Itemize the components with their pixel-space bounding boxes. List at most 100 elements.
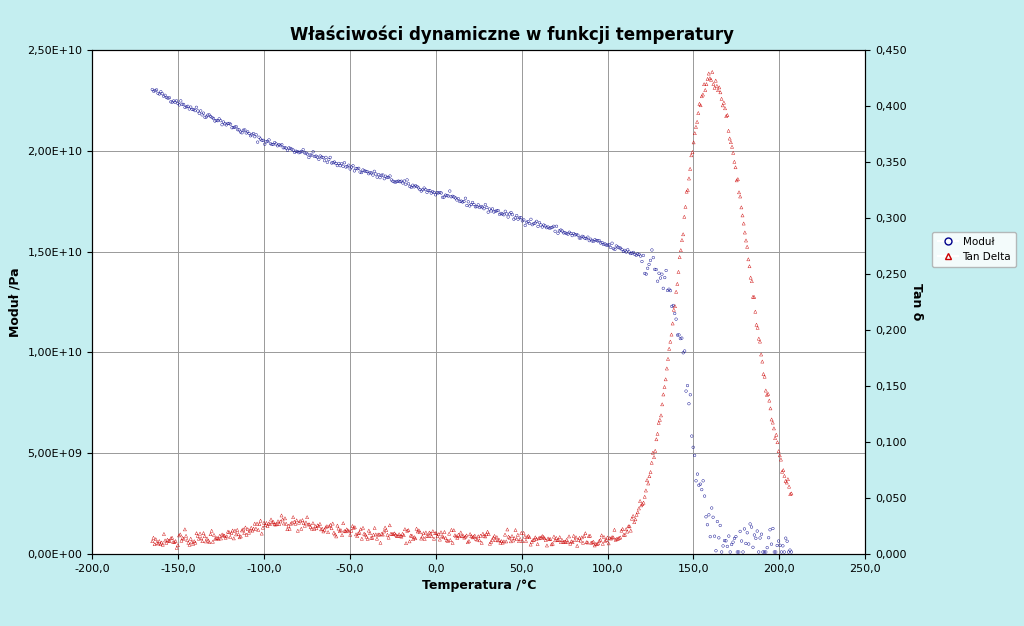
Point bbox=[711, 533, 727, 543]
Point bbox=[148, 85, 165, 95]
Point bbox=[333, 525, 349, 535]
Point bbox=[240, 127, 256, 137]
Point bbox=[303, 150, 319, 160]
Point bbox=[479, 527, 496, 537]
Point bbox=[258, 518, 274, 528]
Point bbox=[715, 541, 731, 551]
Point bbox=[717, 536, 733, 546]
Point bbox=[680, 185, 696, 195]
Point bbox=[419, 187, 435, 197]
Point bbox=[783, 547, 800, 557]
Point bbox=[516, 215, 532, 225]
Point bbox=[485, 207, 502, 217]
Point bbox=[194, 110, 210, 120]
Point bbox=[497, 207, 513, 217]
Point bbox=[725, 537, 741, 547]
Point bbox=[341, 526, 357, 536]
Point bbox=[348, 530, 365, 540]
Point bbox=[460, 537, 476, 547]
Point bbox=[233, 525, 250, 535]
Point bbox=[538, 535, 554, 545]
Point bbox=[531, 218, 548, 228]
Point bbox=[441, 186, 458, 196]
Point bbox=[658, 265, 675, 275]
Point bbox=[385, 529, 401, 539]
Point bbox=[399, 526, 416, 536]
Point bbox=[561, 531, 578, 541]
Point bbox=[247, 131, 263, 141]
Point bbox=[418, 185, 434, 195]
Point bbox=[280, 145, 296, 155]
Point bbox=[248, 523, 264, 533]
Point bbox=[700, 68, 717, 78]
Point bbox=[161, 536, 177, 546]
Point bbox=[178, 101, 195, 111]
Point bbox=[757, 372, 773, 382]
Point bbox=[677, 202, 693, 212]
Point bbox=[403, 182, 420, 192]
Point bbox=[698, 79, 715, 89]
Point bbox=[544, 222, 560, 232]
Point bbox=[302, 150, 318, 160]
Point bbox=[269, 141, 286, 151]
Point bbox=[518, 217, 535, 227]
Point bbox=[160, 93, 176, 103]
Point bbox=[185, 539, 202, 549]
Point bbox=[430, 188, 446, 198]
Point bbox=[454, 531, 470, 541]
Point bbox=[243, 131, 259, 141]
Point bbox=[763, 539, 779, 549]
Point bbox=[177, 103, 194, 113]
Point bbox=[445, 525, 462, 535]
Point bbox=[231, 125, 248, 135]
Point bbox=[265, 517, 282, 527]
Point bbox=[319, 527, 336, 537]
Point bbox=[769, 540, 785, 550]
Point bbox=[614, 524, 631, 534]
Point bbox=[163, 97, 179, 107]
Point bbox=[396, 176, 413, 186]
Point bbox=[685, 443, 701, 453]
Y-axis label: Tan δ: Tan δ bbox=[910, 284, 924, 321]
Point bbox=[177, 525, 194, 535]
Point bbox=[449, 195, 465, 205]
Point bbox=[345, 161, 361, 171]
Point bbox=[147, 534, 164, 544]
Point bbox=[608, 241, 625, 251]
Point bbox=[736, 227, 753, 237]
Point bbox=[679, 187, 695, 197]
Point bbox=[313, 525, 330, 535]
Point bbox=[319, 157, 336, 167]
Point bbox=[697, 512, 714, 522]
Point bbox=[451, 530, 467, 540]
Point bbox=[307, 521, 324, 531]
Point bbox=[730, 547, 746, 557]
Point bbox=[707, 83, 723, 93]
Point bbox=[759, 543, 775, 553]
Point bbox=[477, 531, 494, 541]
Point bbox=[188, 528, 205, 538]
Point bbox=[259, 521, 275, 531]
Point bbox=[252, 516, 268, 526]
Point bbox=[746, 530, 763, 540]
Point bbox=[767, 433, 783, 443]
Point bbox=[198, 536, 214, 546]
Point bbox=[744, 542, 761, 552]
Point bbox=[579, 233, 595, 244]
Point bbox=[156, 91, 172, 101]
Point bbox=[464, 197, 480, 207]
Point bbox=[374, 529, 390, 539]
Point bbox=[371, 530, 387, 540]
Point bbox=[293, 524, 309, 534]
Point bbox=[310, 155, 327, 165]
Point bbox=[759, 390, 775, 400]
Point bbox=[150, 88, 166, 98]
Point bbox=[650, 418, 667, 428]
Point bbox=[335, 162, 351, 172]
Point bbox=[524, 535, 541, 545]
Point bbox=[732, 192, 749, 202]
Point bbox=[329, 161, 345, 171]
Point bbox=[748, 533, 764, 543]
Point bbox=[693, 485, 710, 495]
Point bbox=[199, 533, 215, 543]
